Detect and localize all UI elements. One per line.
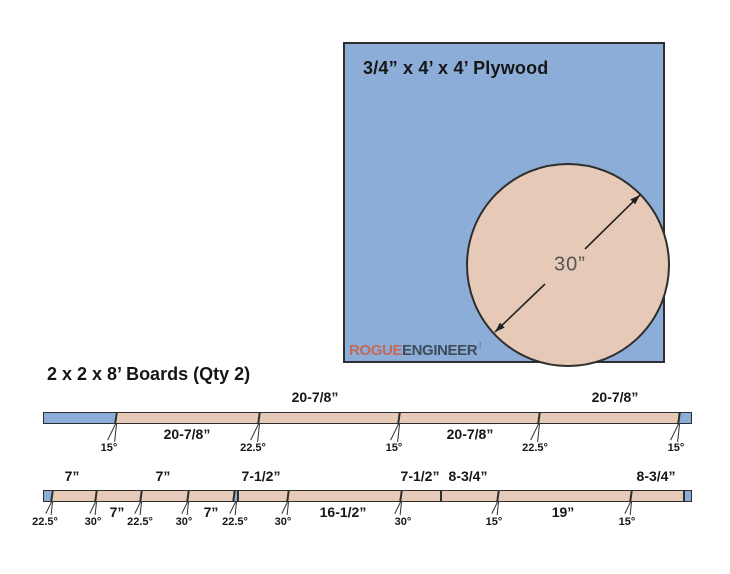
angle-label: 15°: [618, 516, 636, 528]
dimension-label: 20-7/8”: [446, 426, 494, 442]
angle-label: 15°: [667, 442, 685, 454]
dimension-label: 16-1/2”: [319, 504, 367, 520]
angle-label: 15°: [485, 516, 503, 528]
cut-line: [537, 411, 541, 425]
brand-logo: ROGUEENGINEER⋮: [349, 343, 483, 358]
bevel-mark: [82, 501, 98, 515]
cut-line: [683, 490, 685, 502]
dimension-label: 7”: [203, 504, 219, 520]
dimension-label: 7”: [109, 504, 125, 520]
logo-rogue: ROGUE: [349, 342, 403, 359]
cut-line: [139, 489, 143, 503]
cut-line: [629, 489, 633, 503]
bevel-mark: [525, 423, 541, 442]
cut-line: [496, 489, 500, 503]
dimension-label: 8-3/4”: [448, 468, 488, 484]
angle-label: 30°: [274, 516, 292, 528]
cut-line: [257, 411, 261, 425]
boards-section-title: 2 x 2 x 8’ Boards (Qty 2): [47, 364, 251, 384]
dimension-label: 20-7/8”: [163, 426, 211, 442]
waste-segment: [44, 491, 51, 501]
logo-mark: ⋮: [477, 343, 484, 349]
bevel-mark: [387, 501, 403, 515]
angle-label: 22.5°: [222, 516, 248, 528]
bevel-mark: [385, 423, 401, 442]
cut-line: [286, 489, 290, 503]
bevel-mark: [245, 423, 261, 442]
bevel-mark: [102, 423, 118, 442]
bevel-mark: [174, 501, 190, 515]
bevel-mark: [484, 501, 500, 515]
angle-label: 15°: [100, 442, 118, 454]
logo-engineer: ENGINEER: [402, 342, 478, 359]
angle-label: 22.5°: [240, 442, 266, 454]
bevel-mark: [617, 501, 633, 515]
waste-segment: [678, 413, 691, 423]
dimension-label: 7”: [155, 468, 171, 484]
cut-line: [237, 490, 239, 502]
cut-line: [186, 489, 190, 503]
bevel-mark: [222, 501, 238, 515]
dimension-label: 20-7/8”: [591, 389, 639, 405]
cut-line: [114, 411, 118, 425]
bevel-mark: [665, 423, 681, 442]
dimension-label: 19”: [551, 504, 575, 520]
angle-label: 30°: [84, 516, 102, 528]
angle-label: 15°: [385, 442, 403, 454]
cut-line: [397, 411, 401, 425]
angle-label: 30°: [394, 516, 412, 528]
cut-line: [399, 489, 403, 503]
cut-line: [94, 489, 98, 503]
angle-label: 22.5°: [127, 516, 153, 528]
dimension-label: 7-1/2”: [400, 468, 440, 484]
cut-line: [50, 489, 54, 503]
board-2: [43, 489, 692, 503]
angle-label: 22.5°: [522, 442, 548, 454]
cut-line: [440, 490, 442, 502]
angle-label: 30°: [175, 516, 193, 528]
dimension-label: 20-7/8”: [291, 389, 339, 405]
board-1: [43, 411, 692, 425]
bevel-mark: [38, 501, 54, 515]
plywood-panel: 3/4” x 4’ x 4’ Plywood 30” ROGUEENGINEER…: [343, 42, 670, 367]
diameter-label: 30”: [554, 253, 586, 276]
plywood-title: 3/4” x 4’ x 4’ Plywood: [363, 58, 549, 78]
dimension-label: 8-3/4”: [636, 468, 676, 484]
dimension-label: 7”: [64, 468, 80, 484]
bevel-mark: [127, 501, 143, 515]
waste-segment: [233, 491, 237, 501]
bevel-mark: [274, 501, 290, 515]
waste-segment: [683, 491, 691, 501]
waste-segment: [44, 413, 115, 423]
dimension-label: 7-1/2”: [241, 468, 281, 484]
angle-label: 22.5°: [32, 516, 58, 528]
